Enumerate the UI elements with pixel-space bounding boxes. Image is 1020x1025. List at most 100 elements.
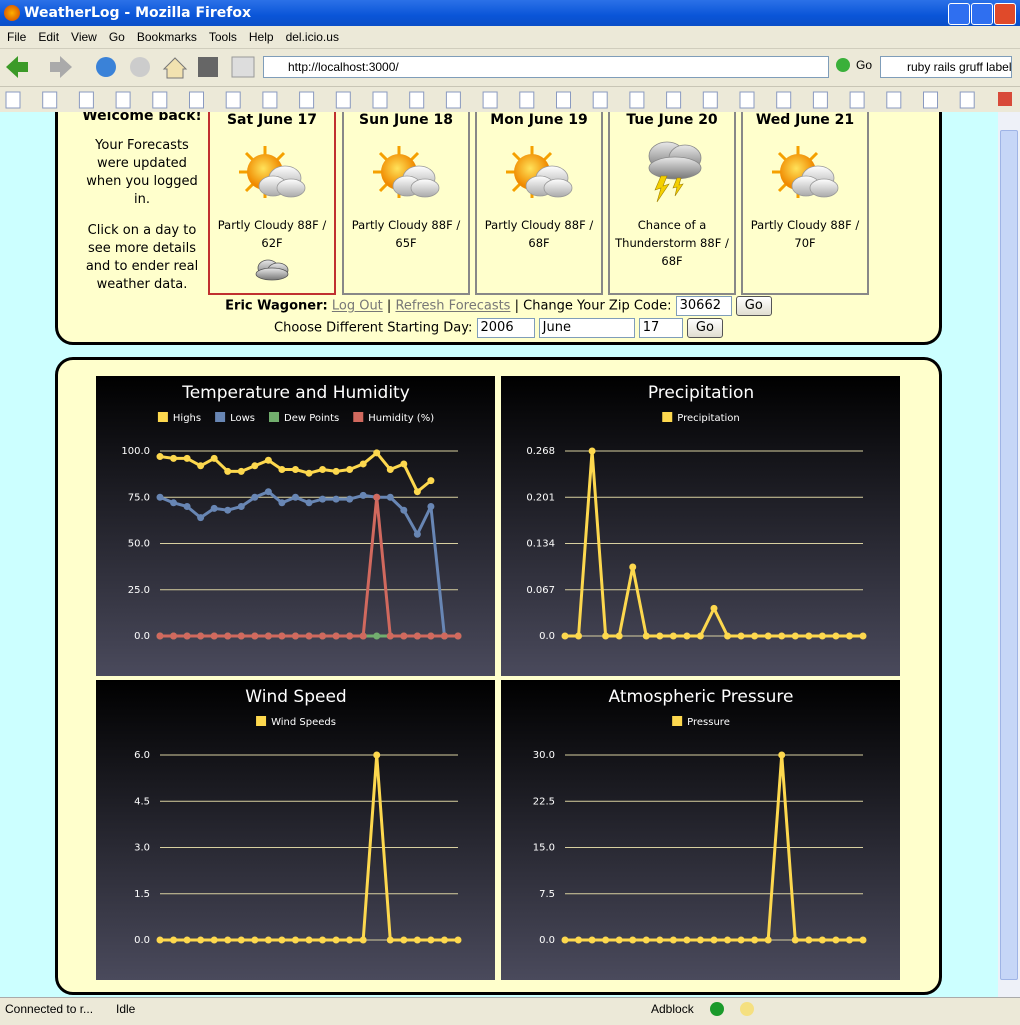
chart-title: Wind Speed: [245, 687, 346, 707]
day-card[interactable]: Mon June 19 Partly Cloudy 88F / 68F: [475, 112, 603, 295]
bookmark-icon[interactable]: [152, 91, 168, 109]
day-card[interactable]: Tue June 20 Chance of a Thunderstorm 88F…: [608, 112, 736, 295]
day-name: Sun June 18: [359, 112, 453, 128]
bookmark-icon[interactable]: [959, 91, 975, 109]
data-point: [332, 632, 340, 640]
data-point: [575, 632, 583, 640]
go-button[interactable]: Go: [856, 58, 873, 72]
bookmark-icon[interactable]: [739, 91, 755, 109]
menu-item[interactable]: del.icio.us: [285, 30, 339, 44]
minimize-button[interactable]: [948, 3, 970, 25]
menu-item[interactable]: View: [71, 30, 97, 44]
bookmark-icon[interactable]: [225, 91, 241, 109]
data-point: [210, 936, 218, 944]
menu-item[interactable]: Help: [248, 30, 274, 44]
month-select[interactable]: June: [538, 318, 635, 338]
legend-swatch: [353, 412, 364, 422]
bookmark-icon[interactable]: [923, 91, 938, 109]
data-point: [737, 936, 745, 944]
separator: |: [386, 298, 392, 314]
bookmark-icon[interactable]: [115, 91, 131, 109]
chart-title: Precipitation: [648, 383, 754, 403]
data-point: [386, 466, 394, 473]
data-point: [791, 632, 799, 640]
menu-item[interactable]: Bookmarks: [136, 30, 197, 44]
data-point: [156, 632, 164, 640]
zip-go-button[interactable]: Go: [735, 296, 772, 316]
page-content: Welcome back! Your Forecasts were update…: [0, 112, 998, 997]
day-select[interactable]: 17: [638, 318, 683, 338]
zip-input[interactable]: 30662: [675, 296, 732, 316]
data-point: [197, 632, 205, 640]
tag-button[interactable]: [231, 56, 255, 78]
bookmark-icon[interactable]: [702, 91, 718, 109]
bookmark-icon[interactable]: [445, 91, 461, 109]
day-card[interactable]: Sun June 18 Partly Cloudy 88F / 65F: [342, 112, 470, 295]
bookmark-icon[interactable]: [519, 91, 535, 109]
bookmark-icon[interactable]: [299, 91, 315, 109]
data-point: [224, 467, 232, 475]
bookmark-icon[interactable]: [666, 91, 682, 109]
reload-button[interactable]: [96, 57, 116, 77]
start-go-button[interactable]: Go: [686, 318, 723, 338]
day-card[interactable]: Wed June 21 Partly Cloudy 88F / 70F: [741, 112, 869, 295]
stop-button[interactable]: [130, 57, 150, 77]
data-point: [683, 936, 691, 944]
bookmark-icon[interactable]: [335, 91, 351, 109]
data-point: [845, 936, 853, 944]
menu-item[interactable]: Go: [108, 30, 125, 44]
legend: Pressure: [672, 716, 730, 728]
bookmark-icon[interactable]: [886, 91, 902, 109]
refresh-link[interactable]: Refresh Forecasts: [395, 298, 511, 314]
menu-item[interactable]: Tools: [208, 30, 237, 44]
maximize-button[interactable]: [971, 3, 993, 25]
close-button[interactable]: [994, 3, 1016, 25]
y-tick-label: 0.0: [539, 935, 555, 946]
data-point: [278, 632, 286, 640]
url-bar[interactable]: http://localhost:3000/: [263, 56, 829, 78]
data-point: [859, 936, 867, 944]
bookmark-icon[interactable]: [372, 91, 388, 109]
bookmark-icon[interactable]: [262, 91, 278, 109]
year-select[interactable]: 2006: [476, 318, 535, 338]
home-button[interactable]: [162, 57, 188, 79]
navigation-toolbar: http://localhost:3000/ Go ruby rails gru…: [0, 49, 1020, 87]
data-point: [427, 936, 435, 944]
bookmark-icon[interactable]: [78, 91, 94, 109]
status-icon: [710, 1002, 724, 1016]
logout-link[interactable]: Log Out: [331, 298, 383, 314]
data-point: [264, 488, 272, 496]
data-point: [197, 514, 205, 522]
legend-swatch: [662, 412, 673, 422]
bookmark-icon[interactable]: [812, 91, 828, 109]
bookmark-icon[interactable]: [592, 91, 608, 109]
bookmark-icon[interactable]: [42, 91, 58, 109]
charts: Temperature and Humidity Highs Lows Dew Poi…: [96, 376, 900, 980]
data-point: [602, 632, 610, 640]
bookmark-icon[interactable]: [189, 91, 204, 109]
bookmark-icon[interactable]: [849, 91, 865, 109]
data-point: [413, 632, 421, 640]
data-point: [264, 936, 272, 944]
adblock-label[interactable]: Adblock: [651, 1002, 694, 1016]
scroll-thumb[interactable]: [1000, 130, 1018, 980]
bookmark-icon[interactable]: [5, 91, 21, 109]
forward-button[interactable]: [50, 56, 72, 78]
bookmark-icon[interactable]: [409, 91, 425, 109]
data-point: [440, 936, 448, 944]
go-icon[interactable]: [836, 58, 850, 72]
day-name: Wed June 21: [755, 112, 855, 128]
day-card[interactable]: Sat June 17 Partly Cloudy 88F / 62F: [208, 112, 336, 295]
search-box[interactable]: ruby rails gruff labels: [880, 56, 1012, 78]
bookmark-icon[interactable]: [482, 91, 498, 109]
toolbar-icon[interactable]: [198, 57, 218, 77]
scrollbar[interactable]: [998, 112, 1020, 997]
bookmark-icon[interactable]: [629, 91, 645, 109]
menu-item[interactable]: Edit: [38, 30, 60, 44]
data-point: [791, 936, 799, 944]
back-button[interactable]: [6, 56, 28, 78]
data-point: [778, 632, 786, 640]
bookmark-icon[interactable]: [556, 91, 571, 109]
bookmark-icon[interactable]: [776, 91, 792, 109]
menu-item[interactable]: File: [7, 30, 27, 44]
